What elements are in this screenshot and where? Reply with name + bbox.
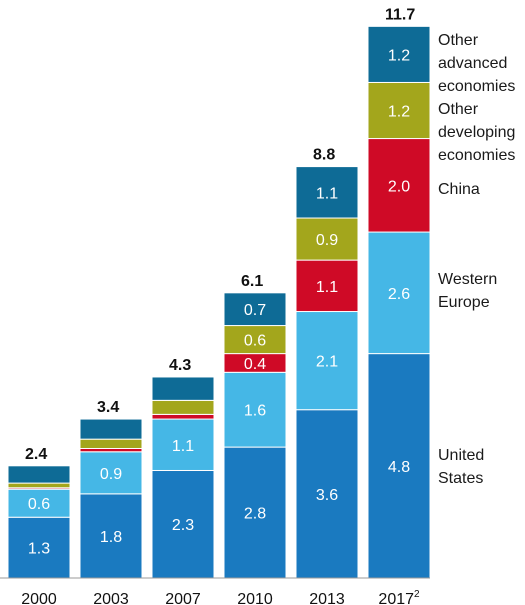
- segment-label-2013-s0: 3.6: [316, 487, 338, 504]
- bar-segment-2003-s1: [79, 451, 143, 495]
- bar-segment-2003-s3: [79, 438, 143, 450]
- bar-segment-2003-s0: [79, 493, 143, 579]
- segment-label-2010-s4: 0.7: [244, 302, 266, 319]
- total-label-2010: 6.1: [241, 273, 263, 290]
- bar-segment-2017-s1: [367, 231, 431, 355]
- segment-label-2007-s1: 1.1: [172, 438, 194, 455]
- legend-other-developing: Other developing economies: [438, 101, 516, 164]
- segment-label-2013-s3: 0.9: [316, 232, 338, 249]
- bar-segment-2013-s4: [295, 166, 359, 219]
- bar-segment-2007-s1: [151, 418, 215, 471]
- segment-label-2010-s3: 0.6: [244, 333, 266, 350]
- legend-western-europe: Western Europe: [438, 271, 498, 311]
- legend-other-advanced: Other advanced economies: [438, 32, 516, 95]
- totals-layer: 2.4 3.4 4.3 6.1 8.8 11.7: [25, 6, 415, 462]
- bar-segment-2000-s4: [7, 465, 71, 484]
- bar-segment-2000-s3: [7, 482, 71, 489]
- segment-label-2017-s4: 1.2: [388, 47, 410, 64]
- segment-label-2010-s2: 0.4: [244, 356, 266, 373]
- bar-segment-2017-s4: [367, 25, 431, 83]
- x-tick-2017: 20172: [378, 589, 420, 605]
- bar-segment-2007-s3: [151, 399, 215, 415]
- segment-label-2007-s0: 2.3: [172, 517, 194, 534]
- segment-label-2010-s0: 2.8: [244, 506, 266, 523]
- bars-layer: 1.3 0.6 1.8 0.9 2.3 1.1 2.8 1.6 0.4 0.6 0.7 3.6 2.1 1…: [7, 25, 431, 579]
- total-label-2007: 4.3: [169, 357, 191, 374]
- bar-segment-2000-s1: [7, 488, 71, 518]
- total-label-2000: 2.4: [25, 446, 47, 463]
- segment-label-2017-s3: 1.2: [388, 104, 410, 121]
- segment-label-2010-s1: 1.6: [244, 403, 266, 420]
- x-tick-2003: 2003: [93, 591, 129, 605]
- segment-label-2017-s1: 2.6: [388, 286, 410, 303]
- segment-label-2017-s2: 2.0: [388, 178, 410, 195]
- legend-united-states: United States: [438, 447, 485, 487]
- bar-segment-2013-s0: [295, 409, 359, 579]
- segment-label-2000-s1: 0.6: [28, 496, 50, 513]
- bar-segment-2010-s1: [223, 371, 287, 448]
- x-tick-2013: 2013: [309, 591, 345, 605]
- total-label-2003: 3.4: [97, 399, 119, 416]
- bar-segment-2007-s4: [151, 376, 215, 401]
- bar-segment-2010-s4: [223, 292, 287, 327]
- x-tick-labels: 2000 2003 2007 2010 2013 20172: [21, 589, 420, 605]
- bar-segment-2000-s0: [7, 516, 71, 579]
- legend-china: China: [438, 181, 480, 198]
- segment-label-2017-s0: 4.8: [388, 459, 410, 476]
- total-label-2017: 11.7: [385, 6, 415, 23]
- segment-label-2003-s0: 1.8: [100, 529, 122, 546]
- bar-segment-2017-s3: [367, 81, 431, 140]
- segment-label-2000-s0: 1.3: [28, 541, 50, 558]
- x-tick-2010: 2010: [237, 591, 273, 605]
- bar-segment-2017-s2: [367, 138, 431, 233]
- bar-segment-2013-s3: [295, 217, 359, 261]
- x-tick-2000: 2000: [21, 591, 57, 605]
- x-tick-2007: 2007: [165, 591, 201, 605]
- segment-label-2013-s2: 1.1: [316, 279, 338, 296]
- segment-label-2013-s1: 2.1: [316, 354, 338, 371]
- segment-label-2003-s1: 0.9: [100, 466, 122, 483]
- bar-segment-2003-s4: [79, 418, 143, 440]
- total-label-2013: 8.8: [313, 147, 335, 164]
- bar-segment-2007-s2: [151, 413, 215, 420]
- bar-segment-2013-s2: [295, 259, 359, 313]
- segment-label-2013-s4: 1.1: [316, 185, 338, 202]
